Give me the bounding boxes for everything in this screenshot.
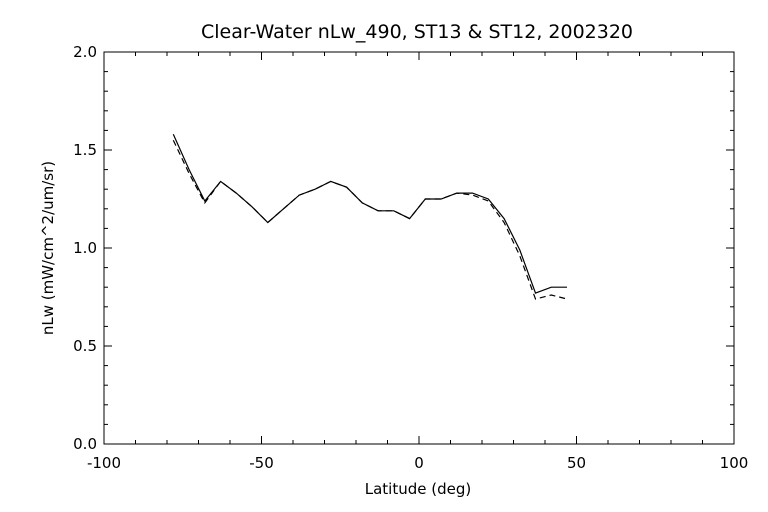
series-group: [172, 134, 568, 300]
y-tick-label: 1.0: [73, 239, 97, 257]
axis-ticks: [103, 51, 735, 445]
x-tick-label: -50: [249, 454, 274, 472]
series-line-dashed: [172, 139, 568, 300]
y-axis-label: nLw (mW/cm^2/um/sr): [39, 161, 57, 335]
plot-frame: [103, 51, 735, 445]
x-tick-label: -100: [87, 454, 121, 472]
x-tick-label: 0: [414, 454, 424, 472]
x-tick-label: 50: [567, 454, 586, 472]
x-tick-label: 100: [720, 454, 749, 472]
tick-labels: -100 -50 0 50 100 0.0 0.5 1.0 1.5 2.0: [73, 43, 748, 472]
y-tick-label: 2.0: [73, 43, 97, 61]
y-tick-label: 1.5: [73, 141, 97, 159]
y-tick-label: 0.5: [73, 337, 97, 355]
series-line-solid: [172, 134, 567, 294]
x-axis-label: Latitude (deg): [365, 480, 471, 498]
chart-title: Clear-Water nLw_490, ST13 & ST12, 200232…: [201, 21, 633, 43]
y-tick-label: 0.0: [73, 435, 97, 453]
